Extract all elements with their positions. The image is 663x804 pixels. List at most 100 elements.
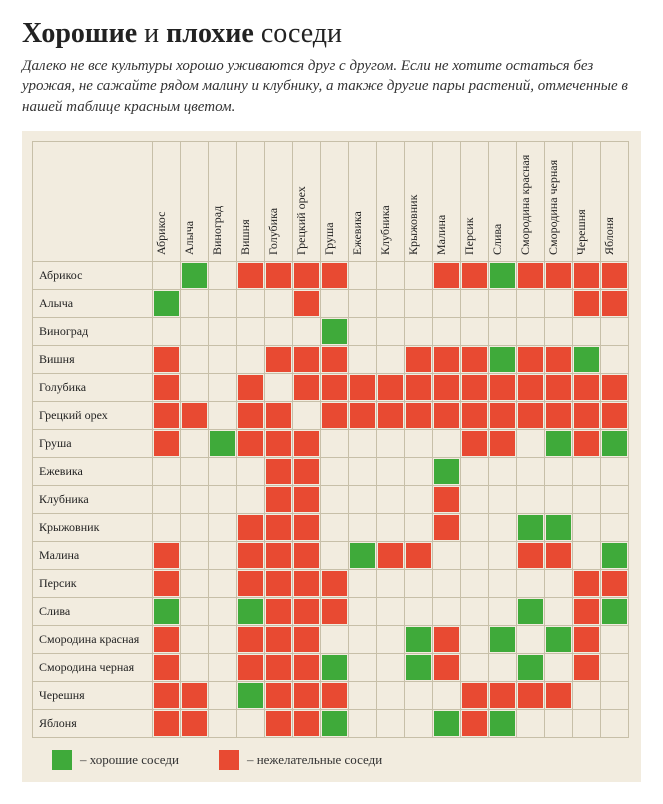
matrix-cell	[181, 653, 209, 681]
matrix-cell	[181, 345, 209, 373]
matrix-cell	[461, 317, 489, 345]
cell-bad	[434, 375, 459, 400]
matrix-cell	[181, 289, 209, 317]
col-header: Персик	[461, 141, 489, 261]
matrix-cell	[405, 541, 433, 569]
matrix-cell	[489, 261, 517, 289]
matrix-cell	[153, 569, 181, 597]
matrix-cell	[265, 597, 293, 625]
matrix-cell	[293, 345, 321, 373]
cell-bad	[462, 347, 487, 372]
matrix-cell	[601, 709, 629, 737]
cell-bad	[238, 431, 263, 456]
row-header-label: Крыжовник	[33, 513, 153, 541]
matrix-cell	[461, 373, 489, 401]
matrix-cell	[573, 653, 601, 681]
table-row: Смородина красная	[33, 625, 629, 653]
matrix-cell	[237, 625, 265, 653]
matrix-cell	[517, 597, 545, 625]
matrix-cell	[405, 345, 433, 373]
cell-bad	[490, 403, 515, 428]
matrix-cell	[321, 373, 349, 401]
col-header-label: Ежевика	[350, 211, 365, 255]
matrix-cell	[237, 289, 265, 317]
matrix-cell	[181, 625, 209, 653]
matrix-cell	[405, 485, 433, 513]
matrix-cell	[377, 345, 405, 373]
matrix-cell	[321, 345, 349, 373]
matrix-cell	[293, 429, 321, 457]
matrix-cell	[265, 569, 293, 597]
matrix-corner	[33, 141, 153, 261]
matrix-cell	[349, 429, 377, 457]
matrix-cell	[153, 345, 181, 373]
cell-bad	[294, 599, 319, 624]
col-header: Ежевика	[349, 141, 377, 261]
matrix-cell	[265, 513, 293, 541]
matrix-cell	[265, 625, 293, 653]
matrix-cell	[377, 429, 405, 457]
cell-bad	[574, 599, 599, 624]
matrix-cell	[489, 681, 517, 709]
matrix-cell	[237, 597, 265, 625]
cell-bad	[406, 403, 431, 428]
matrix-cell	[293, 541, 321, 569]
cell-bad	[546, 263, 571, 288]
matrix-cell	[573, 569, 601, 597]
cell-bad	[462, 263, 487, 288]
matrix-cell	[601, 401, 629, 429]
table-row: Слива	[33, 597, 629, 625]
cell-bad	[574, 375, 599, 400]
matrix-cell	[517, 289, 545, 317]
matrix-cell	[293, 289, 321, 317]
cell-good	[518, 515, 543, 540]
row-header-label: Алыча	[33, 289, 153, 317]
legend-bad-label: – нежелательные соседи	[247, 752, 382, 768]
matrix-cell	[433, 345, 461, 373]
matrix-cell	[237, 261, 265, 289]
matrix-cell	[573, 373, 601, 401]
col-header-label: Яблоня	[602, 217, 617, 255]
cell-bad	[294, 711, 319, 736]
col-header: Виноград	[209, 141, 237, 261]
matrix-cell	[209, 625, 237, 653]
matrix-cell	[545, 709, 573, 737]
cell-bad	[462, 403, 487, 428]
col-header: Абрикос	[153, 141, 181, 261]
matrix-cell	[545, 513, 573, 541]
matrix-cell	[461, 513, 489, 541]
cell-bad	[434, 403, 459, 428]
cell-bad	[546, 543, 571, 568]
matrix-cell	[461, 485, 489, 513]
matrix-cell	[237, 345, 265, 373]
cell-bad	[378, 403, 403, 428]
matrix-cell	[545, 289, 573, 317]
cell-bad	[294, 459, 319, 484]
cell-bad	[378, 375, 403, 400]
cell-good	[406, 655, 431, 680]
matrix-cell	[293, 485, 321, 513]
matrix-cell	[601, 457, 629, 485]
row-header-label: Смородина красная	[33, 625, 153, 653]
row-header-label: Абрикос	[33, 261, 153, 289]
cell-bad	[602, 571, 627, 596]
matrix-cell	[433, 289, 461, 317]
matrix-cell	[433, 401, 461, 429]
cell-bad	[266, 655, 291, 680]
matrix-cell	[517, 541, 545, 569]
matrix-cell	[321, 681, 349, 709]
cell-bad	[238, 263, 263, 288]
table-row: Смородина черная	[33, 653, 629, 681]
cell-bad	[546, 375, 571, 400]
matrix-cell	[601, 681, 629, 709]
matrix-cell	[181, 709, 209, 737]
matrix-cell	[181, 569, 209, 597]
matrix-cell	[237, 457, 265, 485]
cell-bad	[322, 599, 347, 624]
col-header: Клубника	[377, 141, 405, 261]
cell-bad	[462, 375, 487, 400]
matrix-cell	[321, 429, 349, 457]
matrix-cell	[517, 429, 545, 457]
matrix-cell	[265, 401, 293, 429]
row-header-label: Голубика	[33, 373, 153, 401]
